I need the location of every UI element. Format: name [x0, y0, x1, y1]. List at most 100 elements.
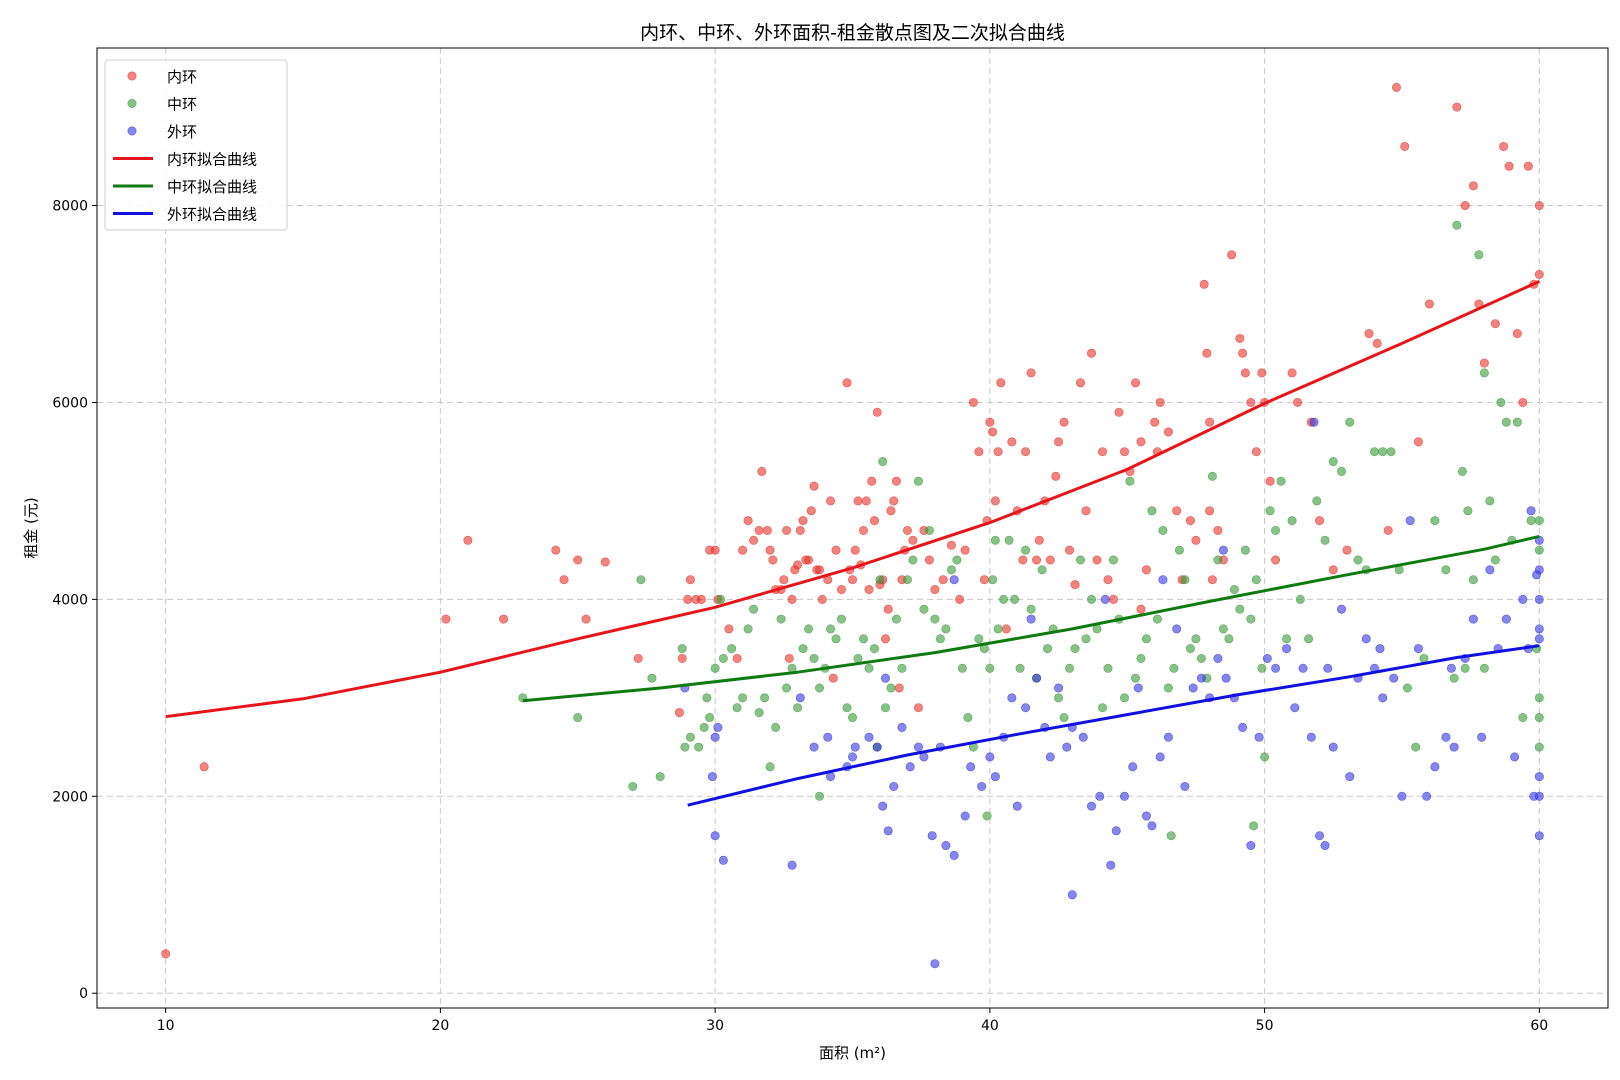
- scatter-point: [1413, 437, 1423, 447]
- scatter-point: [875, 575, 885, 585]
- scatter-point: [985, 417, 995, 427]
- scatter-point: [1196, 653, 1206, 663]
- scatter-point: [990, 535, 1000, 545]
- scatter-point: [1119, 791, 1129, 801]
- scatter-point: [710, 732, 720, 742]
- scatter-point: [581, 614, 591, 624]
- scatter-point: [990, 496, 1000, 506]
- scatter-point: [946, 565, 956, 575]
- scatter-point: [872, 407, 882, 417]
- scatter-point: [1004, 535, 1014, 545]
- scatter-point: [1295, 594, 1305, 604]
- scatter-point: [1141, 634, 1151, 644]
- x-axis-label: 面积 (m²): [819, 1044, 886, 1062]
- scatter-point: [1207, 575, 1217, 585]
- scatter-point: [199, 762, 209, 772]
- scatter-point: [941, 841, 951, 851]
- scatter-point: [1213, 555, 1223, 565]
- scatter-point: [1054, 693, 1064, 703]
- scatter-point: [1196, 673, 1206, 683]
- scatter-point: [850, 742, 860, 752]
- scatter-point: [988, 427, 998, 437]
- scatter-point: [990, 772, 1000, 782]
- scatter-point: [891, 614, 901, 624]
- scatter-point: [913, 703, 923, 713]
- scatter-point: [993, 447, 1003, 457]
- scatter-point: [1026, 368, 1036, 378]
- scatter-point: [732, 703, 742, 713]
- scatter-point: [702, 693, 712, 703]
- scatter-point: [680, 742, 690, 752]
- scatter-point: [1021, 703, 1031, 713]
- scatter-point: [1062, 742, 1072, 752]
- scatter-point: [924, 525, 934, 535]
- scatter-point: [793, 560, 803, 570]
- scatter-point: [1526, 516, 1536, 526]
- scatter-point: [1106, 860, 1116, 870]
- scatter-point: [1400, 141, 1410, 151]
- scatter-point: [1229, 585, 1239, 595]
- scatter-point: [1188, 683, 1198, 693]
- scatter-point: [999, 594, 1009, 604]
- scatter-point: [1309, 417, 1319, 427]
- scatter-point: [804, 624, 814, 634]
- scatter-point: [1108, 555, 1118, 565]
- scatter-point: [894, 683, 904, 693]
- scatter-point: [1441, 565, 1451, 575]
- scatter-point: [1238, 348, 1248, 358]
- scatter-point: [867, 476, 877, 486]
- scatter-point: [784, 653, 794, 663]
- scatter-point: [795, 525, 805, 535]
- scatter-point: [633, 653, 643, 663]
- scatter-point: [1361, 634, 1371, 644]
- scatter-point: [993, 624, 1003, 634]
- scatter-point: [809, 481, 819, 491]
- scatter-point: [1059, 713, 1069, 723]
- scatter-point: [1534, 772, 1544, 782]
- scatter-point: [1383, 525, 1393, 535]
- scatter-point: [886, 506, 896, 516]
- scatter-point: [1166, 831, 1176, 841]
- plot-area-frame: [96, 47, 1609, 1009]
- scatter-point: [1430, 762, 1440, 772]
- x-tick-label: 10: [157, 1018, 175, 1034]
- scatter-point: [707, 772, 717, 782]
- scatter-point: [1158, 525, 1168, 535]
- scatter-point: [1523, 161, 1533, 171]
- scatter-point: [1510, 752, 1520, 762]
- x-tick-label: 60: [1530, 1018, 1548, 1034]
- scatter-point: [1532, 570, 1542, 580]
- scatter-point: [710, 831, 720, 841]
- y-tick-label: 4000: [52, 592, 88, 608]
- scatter-point: [828, 673, 838, 683]
- scatter-point: [913, 476, 923, 486]
- scatter-point: [1213, 653, 1223, 663]
- scatter-point: [559, 575, 569, 585]
- scatter-point: [1282, 644, 1292, 654]
- scatter-point: [768, 555, 778, 565]
- scatter-point: [161, 949, 171, 959]
- scatter-point: [1021, 447, 1031, 457]
- scatter-point: [949, 575, 959, 585]
- scatter-point: [1108, 594, 1118, 604]
- scatter-point: [1076, 555, 1086, 565]
- scatter-point: [1130, 378, 1140, 388]
- scatter-point: [809, 742, 819, 752]
- scatter-point: [1054, 683, 1064, 693]
- scatter-point: [1087, 594, 1097, 604]
- scatter-point: [960, 811, 970, 821]
- scatter-point: [1452, 102, 1462, 112]
- scatter-point: [886, 683, 896, 693]
- scatter-point: [1405, 516, 1415, 526]
- scatter-point: [847, 575, 857, 585]
- scatter-point: [1345, 417, 1355, 427]
- scatter-point: [782, 683, 792, 693]
- scatter-point: [974, 447, 984, 457]
- scatter-point: [1032, 555, 1042, 565]
- scatter-point: [968, 397, 978, 407]
- scatter-point: [1114, 407, 1124, 417]
- scatter-point: [1026, 614, 1036, 624]
- scatter-point: [1141, 565, 1151, 575]
- scatter-point: [919, 604, 929, 614]
